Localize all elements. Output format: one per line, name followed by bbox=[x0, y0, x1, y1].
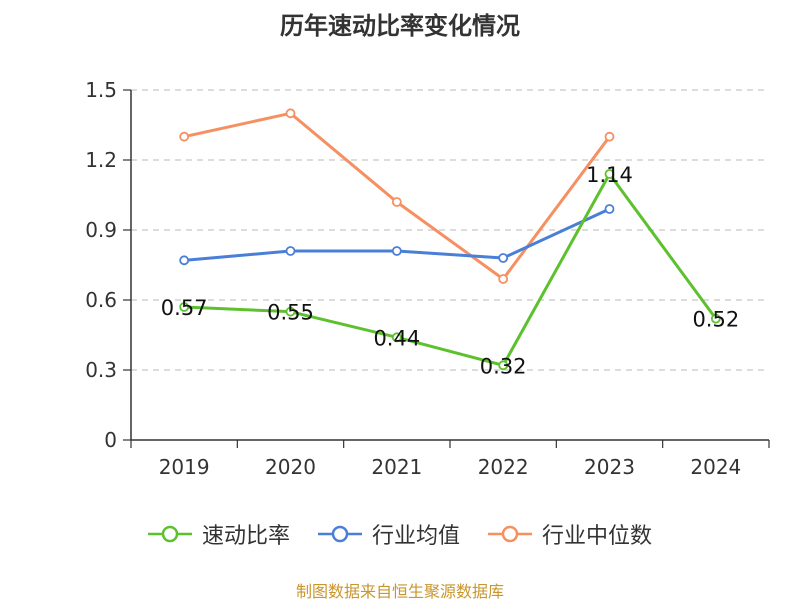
chart-title: 历年速动比率变化情况 bbox=[280, 12, 520, 40]
data-point bbox=[391, 197, 402, 207]
data-point bbox=[604, 169, 615, 179]
legend-swatch-icon bbox=[488, 525, 532, 543]
axes: 0 0.3 0.6 0.9 1.2 1.5 2019 2020 2021 2022 2023 2024 bbox=[85, 78, 770, 479]
data-point bbox=[179, 302, 190, 312]
data-label: 1.14 bbox=[586, 163, 633, 187]
data-point bbox=[604, 204, 615, 214]
y-tick-label: 0.6 bbox=[85, 288, 117, 312]
x-tick-label: 2023 bbox=[584, 455, 635, 479]
series-line bbox=[184, 172, 718, 367]
grid-lines bbox=[131, 89, 769, 371]
data-label: 0.52 bbox=[692, 308, 739, 332]
data-point bbox=[285, 246, 296, 256]
x-tick-label: 2020 bbox=[265, 455, 316, 479]
legend-label: 速动比率 bbox=[201, 524, 290, 549]
data-point bbox=[498, 360, 509, 371]
x-tick-label: 2021 bbox=[371, 455, 422, 479]
data-label: 0.55 bbox=[267, 301, 314, 325]
x-tick-label: 2019 bbox=[159, 455, 210, 479]
data-label: 0.44 bbox=[373, 326, 420, 350]
data-point bbox=[498, 253, 509, 263]
legend: 速动比率 行业均值 行业中位数 bbox=[0, 518, 800, 550]
legend-label: 行业均值 bbox=[371, 524, 460, 549]
x-tick-label: 2022 bbox=[478, 455, 529, 479]
data-label: 0.32 bbox=[480, 354, 527, 378]
data-point bbox=[604, 131, 615, 142]
data-point bbox=[285, 306, 296, 317]
y-tick-label: 0 bbox=[104, 428, 117, 452]
y-tick-label: 0.3 bbox=[85, 358, 117, 382]
data-point bbox=[710, 313, 721, 324]
data-labels: 0.57 0.55 0.44 0.32 1.14 0.52 bbox=[161, 163, 739, 378]
legend-item-quick-ratio[interactable]: 速动比率 bbox=[147, 518, 290, 550]
y-tick-label: 1.5 bbox=[85, 78, 117, 102]
x-tick-label: 2024 bbox=[690, 455, 741, 479]
data-label: 0.57 bbox=[161, 296, 208, 320]
legend-item-industry-average[interactable]: 行业均值 bbox=[317, 518, 460, 550]
data-point bbox=[391, 246, 402, 256]
data-point bbox=[498, 274, 509, 284]
legend-swatch-icon bbox=[317, 525, 362, 543]
y-tick-label: 0.9 bbox=[85, 218, 117, 242]
source-note: 制图数据来自恒生聚源数据库 bbox=[295, 582, 504, 601]
legend-swatch-icon bbox=[147, 525, 192, 543]
data-point bbox=[285, 108, 296, 119]
series-lines bbox=[179, 108, 721, 371]
legend-label: 行业中位数 bbox=[542, 524, 653, 549]
data-point bbox=[179, 131, 190, 142]
y-tick-label: 1.2 bbox=[85, 148, 117, 172]
data-point bbox=[179, 255, 190, 266]
legend-item-industry-median[interactable]: 行业中位数 bbox=[488, 518, 652, 550]
data-point bbox=[391, 332, 402, 343]
